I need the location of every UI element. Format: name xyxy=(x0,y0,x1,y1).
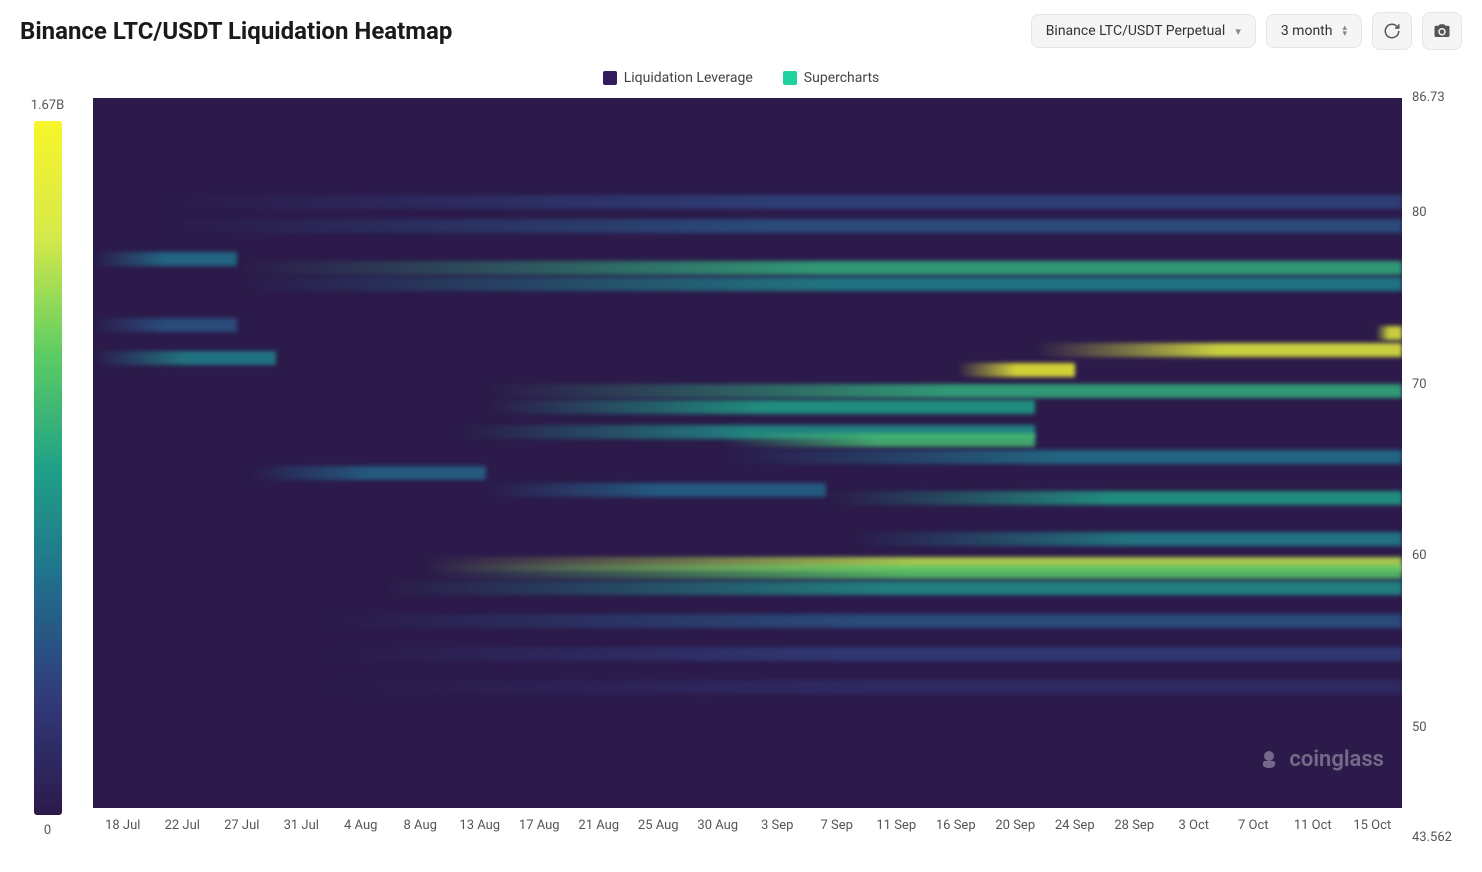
y-axis: 86.738070605043.562 xyxy=(1402,98,1462,838)
legend-label: Supercharts xyxy=(804,70,879,86)
x-tick: 3 Oct xyxy=(1164,818,1224,833)
legend-item-liquidation: Liquidation Leverage xyxy=(603,70,753,86)
x-tick: 24 Sep xyxy=(1045,818,1105,833)
x-tick: 13 Aug xyxy=(450,818,510,833)
x-tick: 7 Oct xyxy=(1224,818,1284,833)
timeframe-dropdown-label: 3 month xyxy=(1281,23,1333,39)
timeframe-dropdown[interactable]: 3 month ▴▾ xyxy=(1266,14,1362,48)
colorbar-gradient xyxy=(34,121,62,815)
x-tick: 16 Sep xyxy=(926,818,986,833)
colorbar-min: 0 xyxy=(44,823,51,838)
x-tick: 20 Sep xyxy=(986,818,1046,833)
y-tick: 60 xyxy=(1412,548,1427,563)
y-tick: 80 xyxy=(1412,205,1427,220)
plot-column: coinglass 18 Jul22 Jul27 Jul31 Jul4 Aug8… xyxy=(93,98,1402,838)
y-tick: 86.73 xyxy=(1412,90,1445,105)
x-tick: 8 Aug xyxy=(391,818,451,833)
legend-item-supercharts: Supercharts xyxy=(783,70,879,86)
colorbar-max: 1.67B xyxy=(31,98,64,113)
x-tick: 30 Aug xyxy=(688,818,748,833)
x-tick: 11 Oct xyxy=(1283,818,1343,833)
colorbar: 1.67B 0 xyxy=(20,98,75,838)
legend-swatch xyxy=(783,71,797,85)
x-tick: 7 Sep xyxy=(807,818,867,833)
y-tick: 43.562 xyxy=(1412,830,1452,845)
x-tick: 11 Sep xyxy=(867,818,927,833)
x-tick: 21 Aug xyxy=(569,818,629,833)
updown-icon: ▴▾ xyxy=(1342,25,1347,37)
pair-dropdown[interactable]: Binance LTC/USDT Perpetual ▾ xyxy=(1031,14,1256,48)
legend-label: Liquidation Leverage xyxy=(624,70,753,86)
x-tick: 28 Sep xyxy=(1105,818,1165,833)
candlestick-series xyxy=(93,98,1402,808)
chart-area: 1.67B 0 coinglass 18 Jul22 Jul27 Jul31 J… xyxy=(20,98,1462,838)
page-title: Binance LTC/USDT Liquidation Heatmap xyxy=(20,17,452,45)
x-tick: 27 Jul xyxy=(212,818,272,833)
refresh-icon xyxy=(1383,22,1401,40)
camera-icon xyxy=(1433,22,1451,40)
refresh-button[interactable] xyxy=(1372,12,1412,50)
chevron-down-icon: ▾ xyxy=(1235,25,1241,38)
y-tick: 50 xyxy=(1412,720,1427,735)
pair-dropdown-label: Binance LTC/USDT Perpetual xyxy=(1046,23,1226,39)
x-tick: 25 Aug xyxy=(629,818,689,833)
legend-swatch xyxy=(603,71,617,85)
x-tick: 4 Aug xyxy=(331,818,391,833)
x-tick: 15 Oct xyxy=(1343,818,1403,833)
heatmap-plot[interactable]: coinglass xyxy=(93,98,1402,808)
screenshot-button[interactable] xyxy=(1422,12,1462,50)
header: Binance LTC/USDT Liquidation Heatmap Bin… xyxy=(20,12,1462,50)
legend: Liquidation Leverage Supercharts xyxy=(20,70,1462,86)
x-tick: 22 Jul xyxy=(153,818,213,833)
x-tick: 17 Aug xyxy=(510,818,570,833)
x-tick: 18 Jul xyxy=(93,818,153,833)
x-axis: 18 Jul22 Jul27 Jul31 Jul4 Aug8 Aug13 Aug… xyxy=(93,808,1402,838)
y-tick: 70 xyxy=(1412,377,1427,392)
x-tick: 3 Sep xyxy=(748,818,808,833)
controls: Binance LTC/USDT Perpetual ▾ 3 month ▴▾ xyxy=(1031,12,1462,50)
x-tick: 31 Jul xyxy=(272,818,332,833)
